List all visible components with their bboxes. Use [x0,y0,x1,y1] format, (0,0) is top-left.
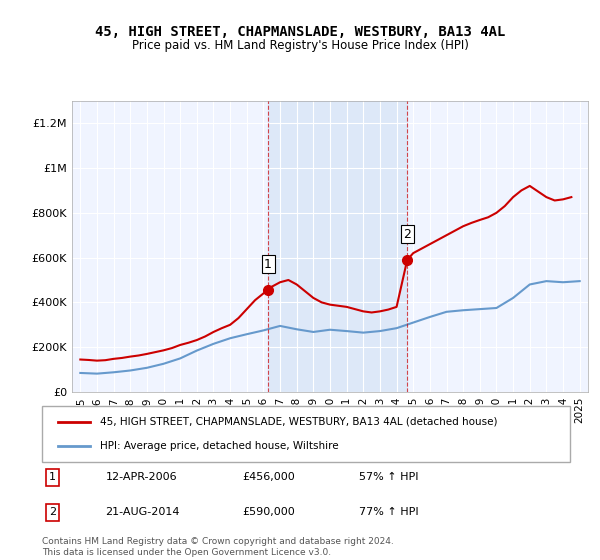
Text: 2: 2 [49,507,56,517]
Bar [268,101,407,392]
Text: 12-APR-2006: 12-APR-2006 [106,473,177,482]
Text: 1: 1 [49,473,56,482]
Text: Contains HM Land Registry data © Crown copyright and database right 2024.: Contains HM Land Registry data © Crown c… [42,537,394,546]
Text: £456,000: £456,000 [242,473,295,482]
Text: 45, HIGH STREET, CHAPMANSLADE, WESTBURY, BA13 4AL (detached house): 45, HIGH STREET, CHAPMANSLADE, WESTBURY,… [100,417,497,427]
FancyBboxPatch shape [42,406,570,462]
Text: 2: 2 [403,228,411,241]
Text: HPI: Average price, detached house, Wiltshire: HPI: Average price, detached house, Wilt… [100,441,339,451]
Text: This data is licensed under the Open Government Licence v3.0.: This data is licensed under the Open Gov… [42,548,331,557]
Text: 77% ↑ HPI: 77% ↑ HPI [359,507,418,517]
Text: 45, HIGH STREET, CHAPMANSLADE, WESTBURY, BA13 4AL: 45, HIGH STREET, CHAPMANSLADE, WESTBURY,… [95,25,505,39]
Text: 21-AUG-2014: 21-AUG-2014 [106,507,180,517]
Text: Price paid vs. HM Land Registry's House Price Index (HPI): Price paid vs. HM Land Registry's House … [131,39,469,52]
Text: 57% ↑ HPI: 57% ↑ HPI [359,473,418,482]
Text: £590,000: £590,000 [242,507,295,517]
Text: 1: 1 [264,258,272,271]
